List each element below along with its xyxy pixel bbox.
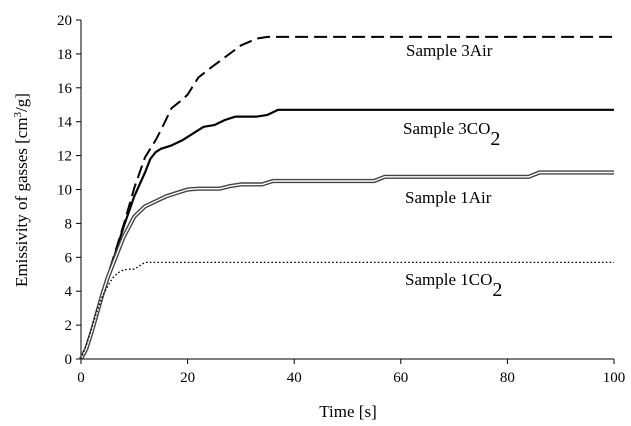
y-axis-label: Emissivity of gasses [cm3/g] [12,93,31,287]
series-label-main: Sample 3CO [403,119,490,138]
series-label-main: Sample 3Air [406,41,493,60]
ticks: 0 2 4 6 8 10 12 14 16 18 20 0 20 40 60 80 100 [57,13,625,386]
y-tick-label: 0 [65,352,73,368]
series-label-subscript: 2 [492,279,502,301]
x-tick-label: 100 [603,370,626,386]
x-tick-label: 60 [393,370,408,386]
x-axis-label: Time [s] [319,402,376,421]
y-tick-label: 14 [57,115,73,131]
sample-1air-line [79,170,614,360]
x-tick-label: 0 [77,370,85,386]
y-tick-label: 20 [57,13,72,29]
y-tick-label: 18 [57,47,72,63]
y-tick-label: 12 [57,149,72,165]
y-tick-label: 8 [65,216,73,232]
series-label-sample-3co2: Sample 3CO2 [403,119,500,150]
series-label-sample-1air: Sample 1Air [405,188,492,207]
x-tick-label: 80 [500,370,515,386]
y-axis-label-sup: 3 [12,111,24,117]
series-layer [79,35,614,360]
y-axis-label-end: /g] [12,93,31,112]
y-tick-label: 4 [65,284,73,300]
y-tick-label: 10 [57,183,72,199]
y-tick-label: 2 [65,318,73,334]
series-label-subscript: 2 [490,128,500,150]
y-tick-label: 16 [57,81,73,97]
sample-1air-line-inner [80,171,614,360]
series-label-sample-3air: Sample 3Air [406,41,493,60]
series-label-main: Sample 1Air [405,188,492,207]
x-tick-label: 40 [287,370,302,386]
series-label-sample-1co2: Sample 1CO2 [405,270,502,301]
x-tick-label: 20 [180,370,195,386]
y-axis-label-main: Emissivity of gasses [cm [12,117,31,287]
sample-3co2-line [80,108,614,360]
sample-1co2-line [80,261,614,360]
y-tick-label: 6 [65,250,73,266]
axes [80,20,614,360]
series-label-main: Sample 1CO [405,270,492,289]
